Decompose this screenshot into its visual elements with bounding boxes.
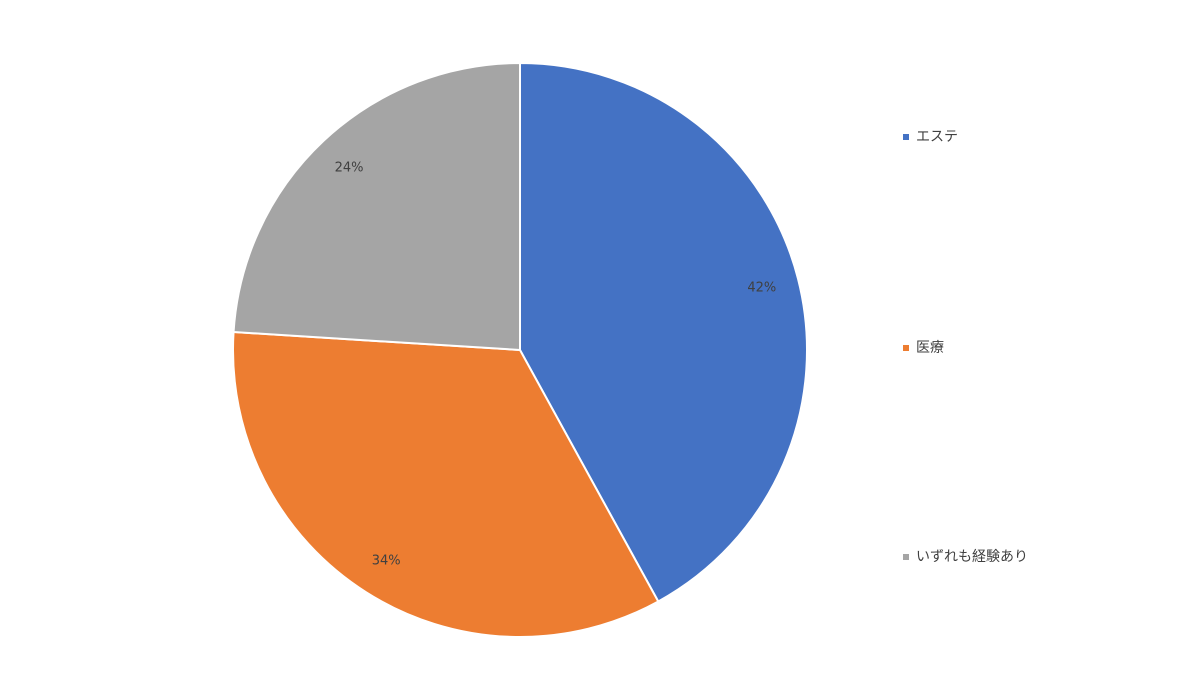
legend-label: エステ	[916, 129, 958, 145]
legend-marker	[903, 134, 909, 140]
pie-slice	[519, 61, 808, 603]
data-label: 24%	[335, 160, 364, 175]
pie-slice	[232, 330, 660, 638]
legend-label: 医療	[916, 339, 944, 356]
legend-label: いずれも経験あり	[916, 549, 1028, 565]
data-label: 42%	[747, 280, 776, 295]
pie-slice	[232, 61, 521, 352]
legend-marker	[903, 554, 909, 560]
data-label: 34%	[372, 553, 401, 568]
legend-marker	[903, 345, 909, 351]
